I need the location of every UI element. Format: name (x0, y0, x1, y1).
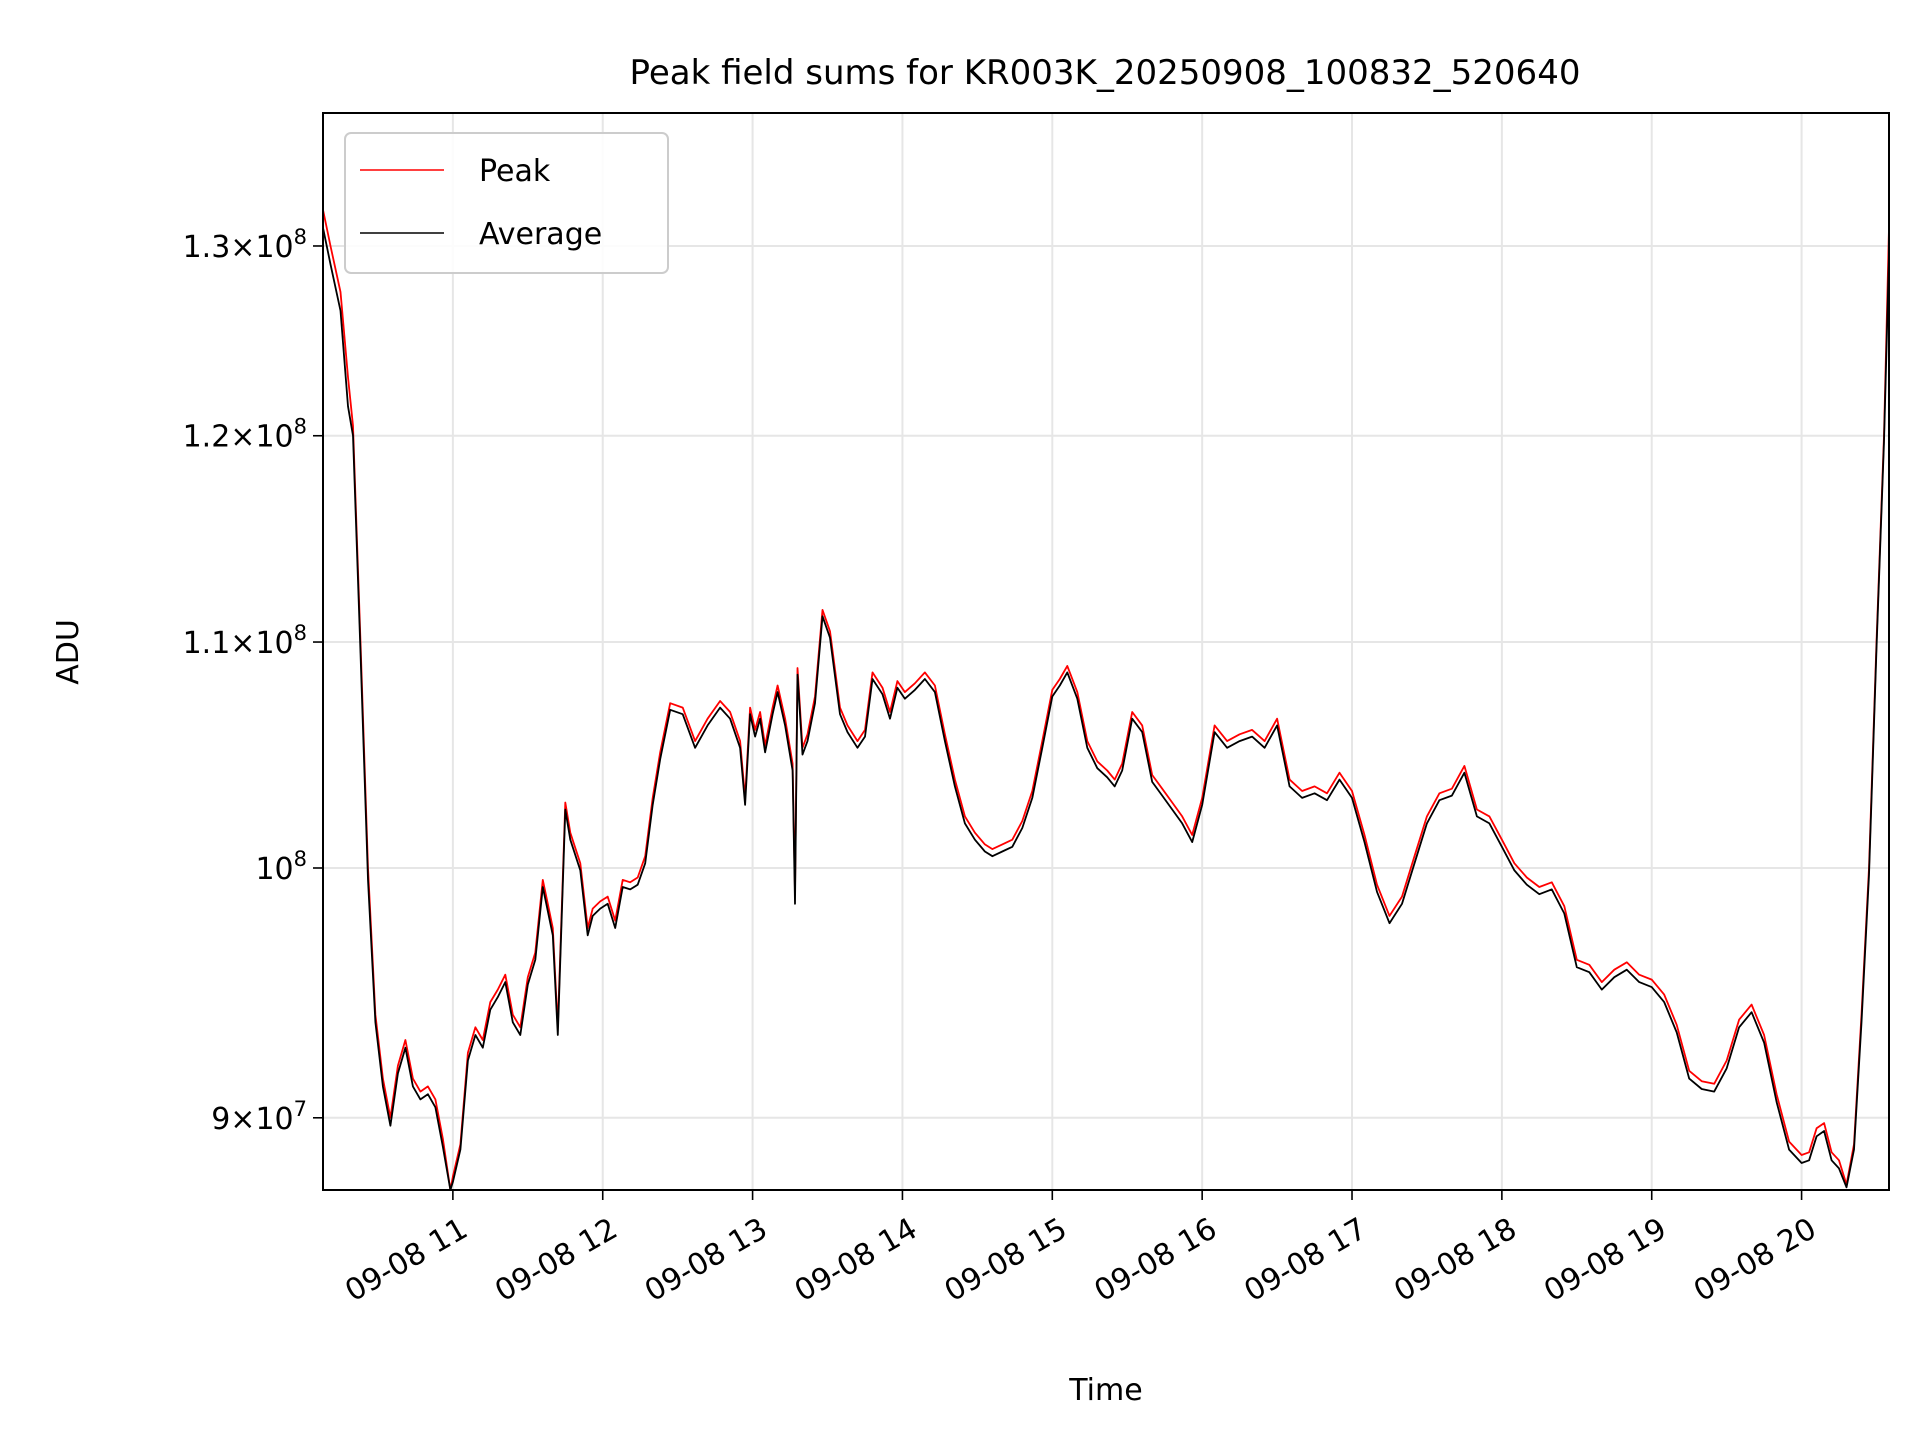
grid (323, 113, 1889, 1190)
legend-average-label: Average (479, 217, 602, 252)
y-tick-label: 108 (255, 847, 307, 887)
legend-peak-label: Peak (479, 154, 551, 189)
series-line-peak (322, 209, 1890, 1191)
x-axis-label: Time (1068, 1373, 1142, 1408)
chart-title: Peak field sums for KR003K_20250908_1008… (630, 53, 1581, 93)
plot-frame (322, 112, 1890, 1191)
y-tick-label: 9×107 (211, 1097, 307, 1137)
series-line-average (322, 227, 1890, 1191)
y-tick-label: 1.3×108 (183, 225, 307, 265)
y-tick-label: 1.1×108 (183, 621, 307, 661)
y-axis: 9×107 108 1.1×108 1.2×108 1.3×108 (183, 225, 323, 1137)
legend-box (344, 132, 669, 274)
series-group (322, 209, 1890, 1191)
y-tick-label: 1.2×108 (183, 415, 307, 455)
legend: Peak Average (344, 132, 669, 274)
y-axis-label: ADU (51, 619, 86, 685)
